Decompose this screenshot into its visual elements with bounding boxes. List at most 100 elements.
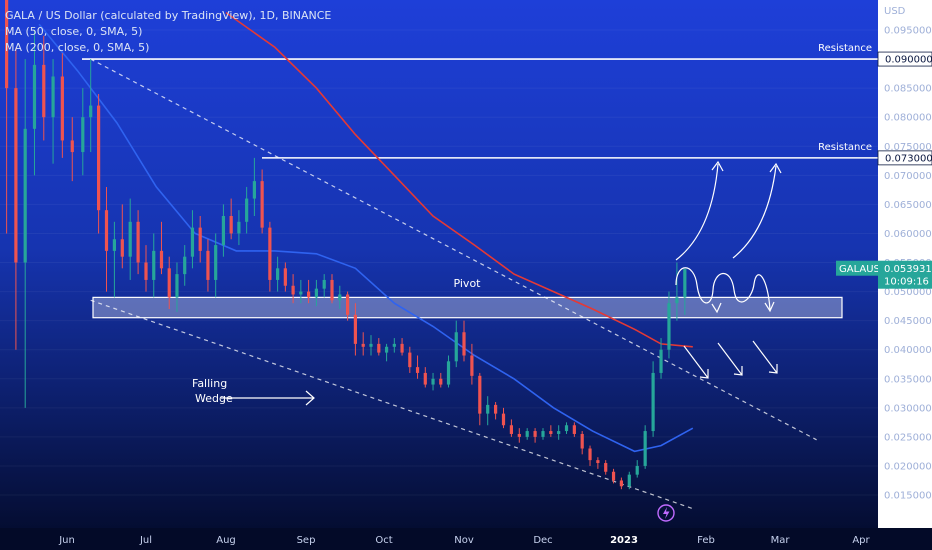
pivot-zone bbox=[92, 296, 843, 319]
y-tick-label: 0.02000000 bbox=[884, 461, 932, 472]
y-tick-label: 0.01500000 bbox=[884, 491, 932, 502]
candle bbox=[667, 291, 671, 359]
candle bbox=[338, 285, 342, 309]
candle bbox=[588, 445, 592, 466]
candle-body bbox=[128, 221, 132, 257]
candle bbox=[517, 428, 521, 443]
candle bbox=[619, 477, 623, 490]
candle-body bbox=[198, 227, 202, 251]
candle bbox=[377, 338, 381, 356]
y-tick-label: 0.03000000 bbox=[884, 403, 932, 414]
candle-body bbox=[635, 465, 639, 475]
candle bbox=[128, 198, 132, 280]
resistance-label-2: Resistance bbox=[818, 142, 872, 153]
candle-body bbox=[454, 332, 458, 362]
candle bbox=[431, 372, 435, 391]
candle-body bbox=[245, 198, 249, 222]
x-tick-label: Nov bbox=[454, 535, 474, 546]
candle bbox=[439, 372, 443, 388]
candle-body bbox=[144, 262, 148, 280]
flash-icon[interactable] bbox=[657, 504, 675, 522]
candle-body bbox=[190, 227, 195, 257]
candle-body bbox=[136, 221, 140, 263]
last-price-tag bbox=[878, 260, 932, 289]
countdown-text: 10:09:16 bbox=[884, 277, 929, 288]
up-arrow-left bbox=[675, 163, 719, 261]
candle-body bbox=[214, 245, 218, 280]
candle-body bbox=[159, 250, 164, 269]
candle-body bbox=[314, 288, 318, 298]
y-tick-label: 0.03500000 bbox=[884, 374, 932, 385]
candle bbox=[400, 338, 404, 356]
y-tick-label: 0.04000000 bbox=[884, 345, 932, 356]
candle-body bbox=[221, 216, 226, 246]
y-tick-label: 0.02500000 bbox=[884, 432, 932, 443]
candle-body bbox=[619, 480, 623, 487]
grid bbox=[0, 29, 878, 496]
candle-body bbox=[627, 474, 631, 487]
wedge-upper-line bbox=[90, 58, 817, 441]
candle bbox=[175, 262, 179, 312]
oscillation-head-1 bbox=[711, 302, 722, 314]
candle bbox=[283, 262, 287, 292]
candle bbox=[651, 361, 655, 437]
candle-body bbox=[338, 294, 342, 301]
candle bbox=[322, 274, 326, 298]
candle bbox=[104, 186, 109, 292]
candle-body bbox=[23, 128, 27, 263]
candle-body bbox=[462, 332, 466, 356]
candle bbox=[408, 346, 412, 373]
candle-body bbox=[643, 431, 647, 466]
candle bbox=[237, 210, 241, 246]
candle bbox=[81, 88, 85, 176]
candle-body bbox=[400, 343, 404, 353]
candle-body bbox=[206, 250, 210, 280]
candle-body bbox=[89, 105, 93, 118]
up-arrow-left-head bbox=[711, 160, 724, 172]
down-arrow-3 bbox=[752, 340, 778, 374]
candle-body bbox=[611, 471, 616, 481]
resistance-price-tag bbox=[877, 150, 932, 166]
candle-body bbox=[268, 227, 272, 280]
candle-body bbox=[299, 291, 303, 295]
candle-body bbox=[229, 216, 233, 234]
candle bbox=[533, 428, 537, 443]
candle-body bbox=[431, 378, 435, 385]
candle-body bbox=[112, 239, 116, 251]
currency-label: USD bbox=[884, 6, 906, 17]
x-tick-label: Oct bbox=[375, 535, 392, 546]
candle bbox=[245, 186, 249, 234]
x-tick-label: Mar bbox=[771, 535, 791, 546]
up-arrow-right-head bbox=[769, 162, 782, 174]
candle bbox=[392, 338, 396, 353]
candle bbox=[346, 291, 350, 321]
candle bbox=[89, 59, 93, 153]
candle bbox=[564, 422, 569, 434]
candle bbox=[229, 198, 233, 240]
candle-body bbox=[322, 279, 326, 289]
candle bbox=[580, 431, 584, 455]
candle-body bbox=[283, 268, 287, 286]
candle bbox=[596, 457, 600, 469]
candle bbox=[5, 0, 9, 234]
candle-body bbox=[369, 343, 373, 347]
drawings bbox=[221, 160, 782, 406]
candle bbox=[501, 407, 506, 429]
candle bbox=[112, 221, 116, 298]
x-tick-label: Aug bbox=[216, 535, 236, 546]
candle-body bbox=[470, 355, 474, 376]
y-tick-label: 0.09500000 bbox=[884, 26, 932, 37]
candle bbox=[42, 35, 46, 141]
candle bbox=[683, 268, 687, 315]
candle-body bbox=[70, 140, 74, 153]
candle bbox=[51, 59, 55, 164]
candle bbox=[299, 279, 303, 304]
candle bbox=[369, 335, 373, 356]
resistance-price-text: 0.07300000 bbox=[885, 153, 932, 164]
candle-body bbox=[252, 181, 256, 199]
candle-body bbox=[596, 460, 600, 464]
candle-body bbox=[5, 0, 9, 89]
time-scale[interactable] bbox=[0, 528, 932, 550]
